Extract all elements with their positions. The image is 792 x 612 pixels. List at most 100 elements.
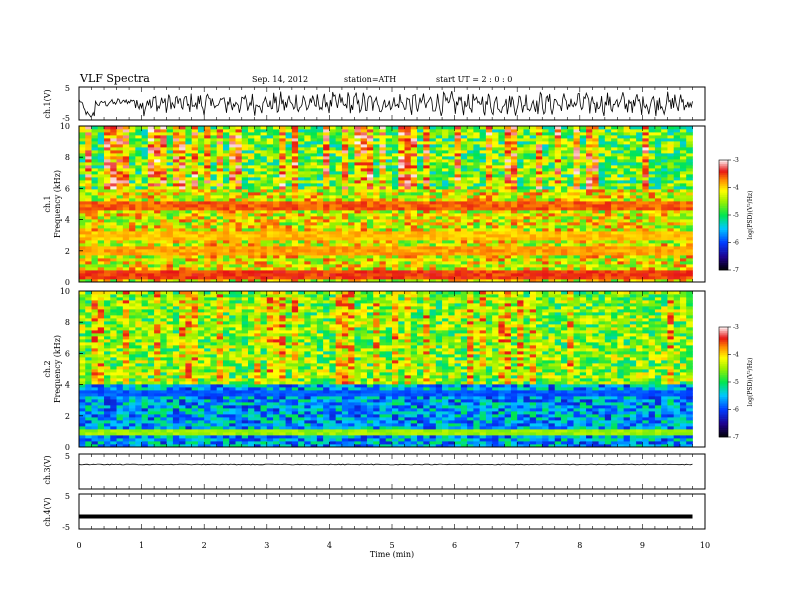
spectrogram-cell — [141, 261, 149, 265]
spectrogram-cell — [366, 222, 374, 226]
spectrogram-cell — [348, 222, 355, 226]
spectrogram-cell — [379, 168, 387, 172]
spectrogram-cell — [129, 264, 136, 268]
spectrogram-cell — [623, 207, 631, 211]
spectrogram-cell — [667, 150, 675, 154]
spectrogram-cell — [467, 201, 474, 205]
spectrogram-cell — [341, 231, 349, 235]
spectrogram-cell — [285, 153, 293, 157]
spectrogram-cell — [592, 135, 599, 139]
spectrogram-cell — [504, 228, 512, 232]
spectrogram-cell — [116, 255, 124, 259]
spectrogram-cell — [454, 129, 462, 133]
spectrogram-cell — [429, 213, 437, 217]
spectrogram-cell — [473, 159, 481, 163]
spectrogram-cell — [354, 255, 362, 259]
spectrogram-cell — [91, 171, 99, 175]
spectrogram-cell — [291, 132, 299, 136]
spectrogram-cell — [97, 162, 105, 166]
spectrogram-cell — [147, 243, 155, 247]
spectrogram-cell — [617, 165, 625, 169]
spectrogram-cell — [573, 255, 581, 259]
spectrogram-cell — [341, 132, 349, 136]
spectrogram-cell — [423, 252, 430, 256]
spectrogram-cell — [592, 237, 599, 241]
spectrogram-cell — [348, 174, 355, 178]
spectrogram-cell — [592, 189, 599, 193]
spectrogram-cell — [492, 159, 499, 163]
spectrogram-cell — [147, 276, 155, 280]
spectrogram-cell — [623, 147, 631, 151]
spectrogram-cell — [235, 270, 243, 274]
spectrogram-cell — [523, 255, 531, 259]
spectrogram-cell — [479, 156, 487, 160]
spectrogram-cell — [435, 237, 443, 241]
spectrogram-cell — [110, 147, 117, 151]
spectrogram-cell — [429, 183, 437, 187]
spectrogram-cell — [116, 261, 124, 265]
spectrogram-cell — [561, 261, 568, 265]
spectrogram-cell — [561, 147, 568, 151]
spectrogram-cell — [598, 207, 606, 211]
spectrogram-cell — [498, 156, 506, 160]
spectrogram-cell — [122, 195, 130, 199]
spectrogram-cell — [492, 207, 499, 211]
spectrogram-cell — [122, 249, 130, 253]
spectrogram-cell — [473, 237, 481, 241]
spectrogram-cell — [654, 234, 662, 238]
spectrogram-cell — [548, 180, 556, 184]
spectrogram-cell — [79, 207, 86, 211]
spectrogram-cell — [554, 228, 562, 232]
spectrogram-cell — [548, 249, 556, 253]
spectrogram-cell — [348, 210, 355, 214]
spectrogram-cell — [110, 192, 117, 196]
spectrogram-cell — [248, 264, 255, 268]
spectrogram-cell — [623, 249, 631, 253]
spectrogram-cell — [160, 177, 168, 181]
spectrogram-cell — [329, 198, 337, 202]
spectrogram-cell — [636, 228, 643, 232]
spectrogram-cell — [410, 135, 418, 139]
spectrogram-cell — [298, 273, 305, 277]
spectrogram-cell — [210, 270, 218, 274]
spectrogram-cell — [179, 210, 186, 214]
spectrogram-cell — [291, 243, 299, 247]
spectrogram-cell — [222, 162, 230, 166]
spectrogram-cell — [398, 180, 405, 184]
spectrogram-cell — [598, 177, 606, 181]
spectrogram-cell — [573, 222, 581, 226]
spectrogram-cell — [335, 252, 343, 256]
spectrogram-cell — [423, 225, 430, 229]
spectrogram-cell — [460, 150, 468, 154]
spectrogram-cell — [529, 222, 537, 226]
spectrogram-cell — [273, 255, 280, 259]
spectrogram-cell — [404, 207, 412, 211]
spectrogram-cell — [392, 213, 399, 217]
spectrogram-cell — [235, 276, 243, 280]
spectrogram-cell — [623, 210, 631, 214]
spectrogram-cell — [467, 207, 474, 211]
spectrogram-cell — [567, 192, 574, 196]
spectrogram-cell — [423, 216, 430, 220]
spectrogram-cell — [366, 192, 374, 196]
spectrogram-cell — [598, 135, 606, 139]
spectrogram-cell — [429, 249, 437, 253]
spectrogram-cell — [535, 264, 543, 268]
spectrogram-cell — [348, 249, 355, 253]
spectrogram-cell — [210, 186, 218, 190]
spectrogram-cell — [110, 174, 117, 178]
spectrogram-cell — [385, 126, 393, 130]
spectrogram-cell — [141, 228, 149, 232]
spectrogram-cell — [417, 138, 424, 142]
spectrogram-cell — [341, 228, 349, 232]
spectrogram-cell — [573, 243, 581, 247]
spectrogram-cell — [141, 276, 149, 280]
spectrogram-cell — [154, 135, 161, 139]
spectrogram-cell — [598, 249, 606, 253]
spectrogram-cell — [567, 132, 574, 136]
spectrogram-cell — [404, 240, 412, 244]
spectrogram-cell — [379, 255, 387, 259]
spectrogram-cell — [222, 156, 230, 160]
spectrogram-cell — [341, 168, 349, 172]
spectrogram-cell — [398, 252, 405, 256]
